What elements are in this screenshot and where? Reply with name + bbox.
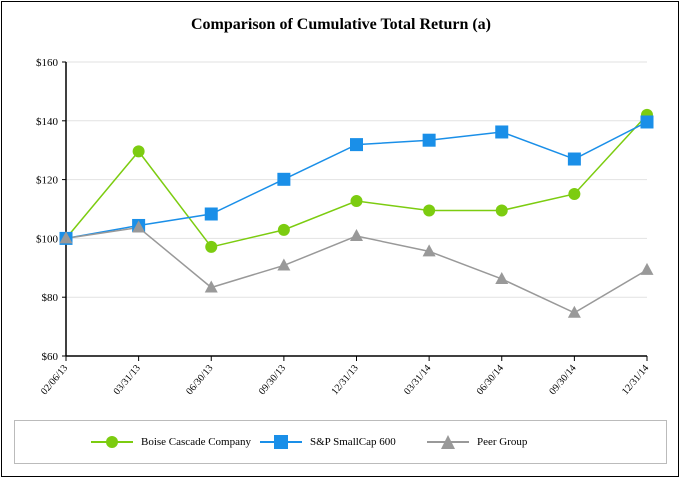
x-tick-label: 12/31/13 xyxy=(330,363,361,397)
y-tick-label: $120 xyxy=(36,175,59,187)
data-point-triangle xyxy=(422,244,436,257)
x-tick-label: 02/06/13 xyxy=(39,363,70,397)
data-point-circle xyxy=(132,145,145,158)
series-line-circle xyxy=(65,114,648,248)
data-point-square xyxy=(495,125,509,139)
x-tick-label: 09/30/14 xyxy=(547,363,578,397)
y-tick-label: $140 xyxy=(36,116,59,128)
data-point-triangle xyxy=(640,262,654,275)
data-point-square xyxy=(277,172,291,186)
y-tick-label: $160 xyxy=(36,57,59,69)
legend-item-boise: Boise Cascade Company xyxy=(91,435,251,449)
data-point-circle xyxy=(205,240,218,253)
data-point-circle xyxy=(568,188,581,201)
data-point-triangle xyxy=(204,280,218,293)
x-tick-label: 03/31/13 xyxy=(112,363,143,397)
x-tick-label: 12/31/14 xyxy=(620,363,651,397)
x-tick-label: 06/30/14 xyxy=(475,363,506,397)
data-point-triangle xyxy=(567,305,581,318)
legend-label: Peer Group xyxy=(477,436,528,448)
data-point-circle xyxy=(277,223,290,236)
x-tick-label: 06/30/13 xyxy=(184,363,215,397)
y-tick-label: $60 xyxy=(42,351,59,363)
data-point-circle xyxy=(423,204,436,217)
x-tick-label: 03/31/14 xyxy=(402,363,433,397)
data-point-triangle xyxy=(277,258,291,271)
line-chart: $60 $80 $100 $120 $140 $160 02/06/13 03/31/13 06… xyxy=(36,57,654,397)
data-point-circle xyxy=(495,204,508,217)
data-point-triangle xyxy=(59,231,73,244)
data-point-square xyxy=(204,207,218,221)
triangle-marker-icon xyxy=(427,435,469,449)
y-tick-label: $80 xyxy=(42,292,59,304)
legend-label: S&P SmallCap 600 xyxy=(310,436,396,448)
legend-item-sp600: S&P SmallCap 600 xyxy=(260,435,396,449)
data-point-triangle xyxy=(132,220,146,233)
data-point-circle xyxy=(350,195,363,208)
data-point-square xyxy=(640,115,654,129)
data-point-square xyxy=(350,138,363,152)
data-point-triangle xyxy=(495,271,509,284)
data-point-square xyxy=(422,133,436,147)
legend-label: Boise Cascade Company xyxy=(141,436,251,448)
legend: Boise Cascade Company S&P SmallCap 600 P… xyxy=(14,420,667,464)
y-tick-label: $100 xyxy=(36,233,59,245)
data-point-triangle xyxy=(350,229,363,242)
x-tick-label: 09/30/13 xyxy=(257,363,288,397)
square-marker-icon xyxy=(260,435,302,449)
chart-title: Comparison of Cumulative Total Return (a… xyxy=(190,16,491,33)
data-point-square xyxy=(567,152,581,166)
circle-marker-icon xyxy=(91,436,133,448)
legend-item-peer: Peer Group xyxy=(427,435,527,449)
